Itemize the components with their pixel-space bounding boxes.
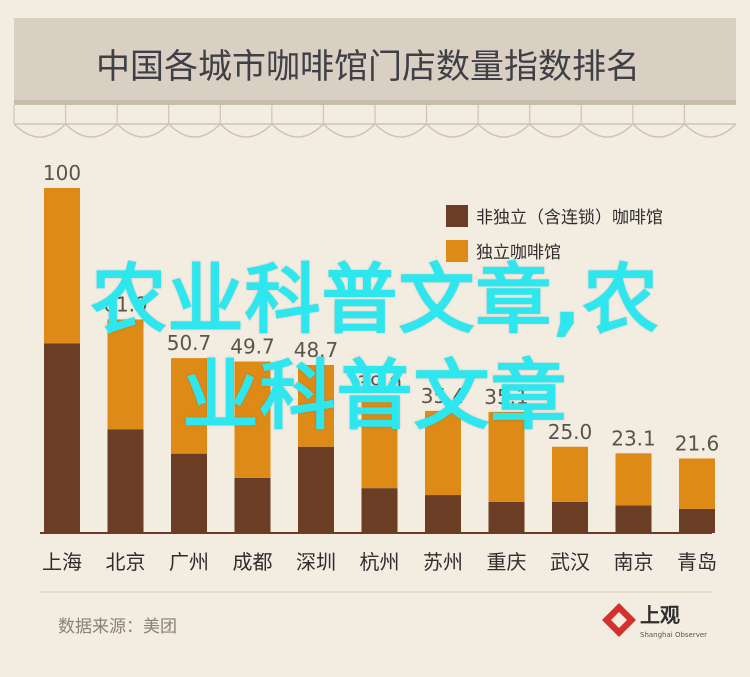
legend-swatch-1	[446, 240, 468, 262]
category-label-6: 苏州	[423, 550, 463, 574]
awning-decoration	[13, 105, 737, 138]
total-label-8: 25.0	[548, 420, 593, 444]
bar-independent-7	[488, 411, 525, 502]
logo-subtext: Shanghai Observer	[640, 631, 707, 639]
category-label-8: 武汉	[550, 550, 590, 574]
legend-label-0: 非独立（含连锁）咖啡馆	[476, 208, 663, 228]
category-label-10: 青岛	[677, 550, 717, 574]
total-label-2: 50.7	[167, 331, 212, 355]
bar-non-independent-0	[44, 343, 80, 533]
bar-independent-4	[298, 364, 334, 447]
total-label-5: 39.0	[357, 371, 402, 395]
legend-label-1: 独立咖啡馆	[476, 243, 561, 263]
total-label-4: 48.7	[294, 338, 339, 362]
category-label-9: 南京	[614, 550, 654, 574]
category-label-0: 上海	[42, 550, 82, 574]
category-label-2: 广州	[169, 550, 209, 574]
category-label-3: 成都	[233, 550, 273, 574]
source-note: 数据来源：美团	[58, 617, 177, 637]
bar-non-independent-1	[107, 429, 144, 533]
logo-text: 上观	[640, 603, 680, 627]
bar-non-independent-6	[425, 495, 461, 533]
category-label-7: 重庆	[487, 550, 527, 574]
category-label-5: 杭州	[360, 550, 400, 574]
bar-non-independent-4	[298, 446, 334, 533]
bars-group: 100 上海 61.9 北京 50.7 广州 49.7 成都 48.7 深圳 39.0 杭州 35.4 苏…	[42, 161, 719, 574]
header-band	[14, 18, 736, 100]
bar-independent-6	[425, 410, 461, 496]
bar-non-independent-5	[361, 488, 398, 533]
bar-independent-9	[615, 453, 652, 506]
header-shadow	[14, 100, 736, 105]
bar-non-independent-10	[679, 508, 715, 533]
total-label-7: 35.1	[484, 385, 529, 409]
total-label-3: 49.7	[230, 335, 275, 359]
bar-non-independent-9	[615, 505, 652, 533]
total-label-0: 100	[43, 161, 81, 185]
bar-non-independent-8	[552, 501, 588, 533]
category-label-1: 北京	[106, 550, 146, 574]
chart-title: 中国各城市咖啡馆门店数量指数排名	[96, 47, 640, 87]
total-label-1: 61.9	[103, 292, 148, 316]
bar-independent-10	[679, 458, 715, 509]
bar-non-independent-2	[171, 453, 207, 533]
bar-non-independent-3	[234, 477, 271, 533]
category-label-4: 深圳	[296, 550, 336, 574]
legend-swatch-0	[446, 205, 468, 227]
logo: 上观 Shanghai Observer	[602, 603, 707, 639]
total-label-6: 35.4	[421, 384, 466, 408]
bar-independent-5	[361, 398, 398, 489]
bar-independent-1	[107, 319, 144, 430]
bar-independent-8	[552, 446, 588, 502]
bar-independent-0	[44, 188, 80, 344]
bar-independent-2	[171, 358, 207, 454]
total-label-10: 21.6	[675, 431, 720, 455]
bar-non-independent-7	[488, 501, 525, 533]
bar-independent-3	[234, 361, 271, 478]
total-label-9: 23.1	[611, 426, 656, 450]
